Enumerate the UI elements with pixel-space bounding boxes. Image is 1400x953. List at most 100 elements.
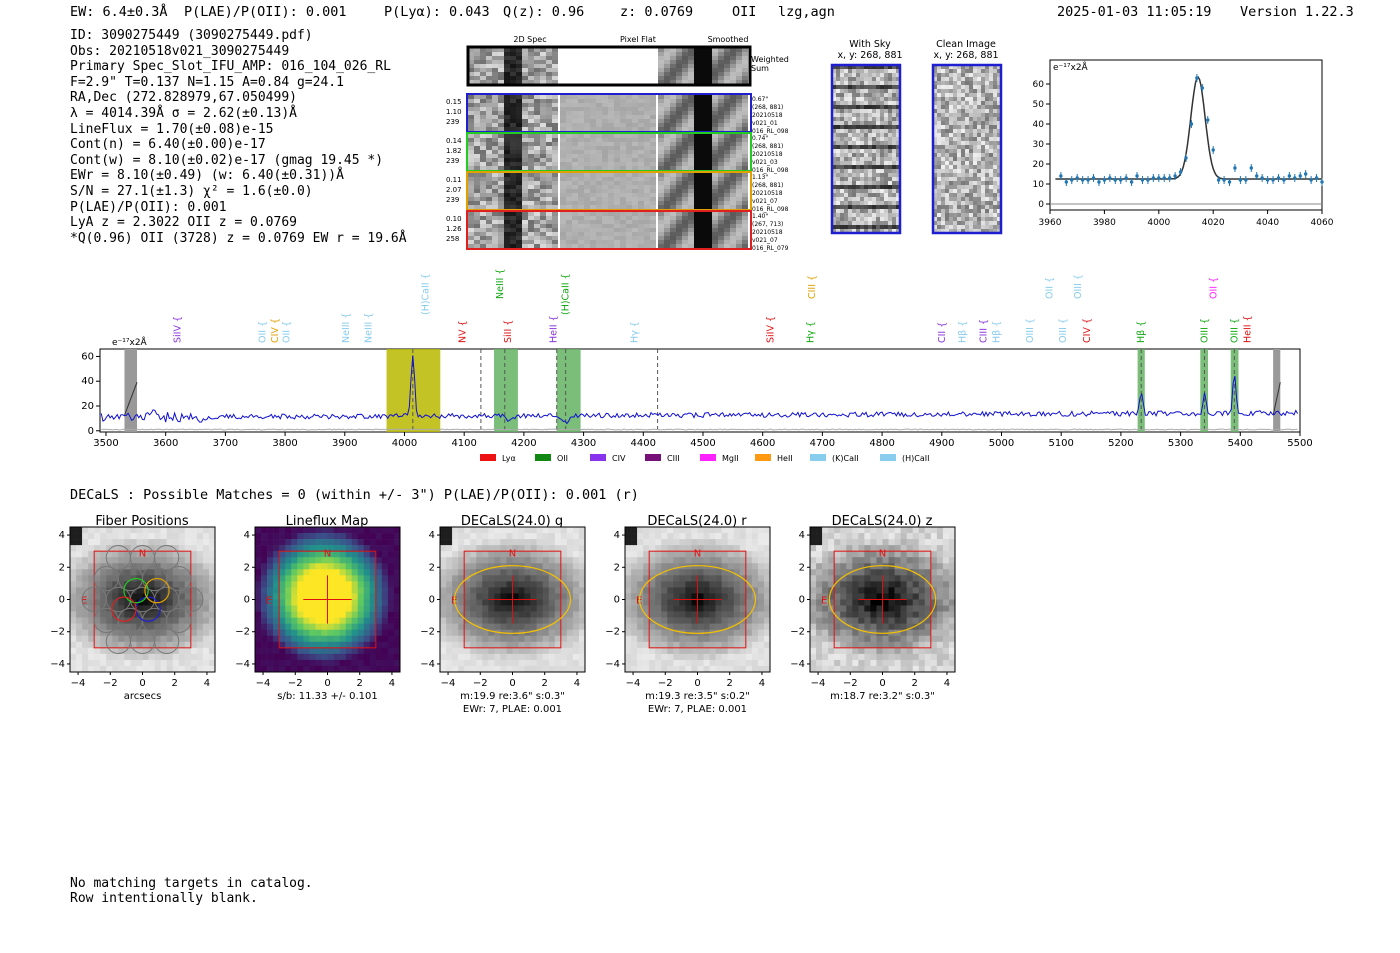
cutout-pixel: [504, 232, 510, 236]
sky-pixel: [884, 149, 888, 153]
panel-pixel: [202, 635, 210, 643]
sky-pixel: [884, 185, 888, 189]
sky-pixel: [872, 141, 876, 145]
cutout-pixel: [516, 95, 522, 99]
cutout-pixel: [566, 158, 572, 162]
sky-pixel: [949, 121, 953, 125]
sky-pixel: [832, 145, 836, 149]
cutout-pixel: [552, 240, 558, 244]
panel-pixel: [148, 641, 155, 649]
sky-pixel: [856, 101, 860, 105]
zoom-data-point: [1211, 148, 1215, 152]
cutout-pixel: [522, 197, 528, 201]
cutout-pixel: [650, 146, 656, 150]
sky-pixel: [997, 117, 1001, 121]
panel-pixel: [345, 653, 352, 661]
panel-pixel: [172, 593, 180, 600]
cutout-pixel: [608, 127, 614, 131]
cutout-pixel: [492, 134, 498, 138]
panel-pixel: [381, 563, 389, 570]
sky-pixel: [844, 93, 848, 97]
cutout-pixel: [578, 212, 584, 216]
cutout-pixel: [480, 150, 486, 154]
sky-pixel: [876, 173, 880, 177]
cutout-pixel: [694, 232, 700, 236]
cutout-pixel: [664, 123, 670, 127]
cutout-pixel: [688, 154, 694, 158]
cutout-pixel: [694, 134, 700, 138]
sky-pixel: [852, 157, 856, 161]
cutout-pixel: [736, 224, 742, 228]
panel-pixel: [339, 557, 346, 564]
cutout-pixel: [664, 154, 670, 158]
cutout-pixel: [504, 103, 510, 107]
cutout-pixel: [498, 99, 504, 103]
cutout-pixel: [650, 80, 656, 84]
cutout-pixel: [602, 205, 608, 209]
cutout-pixel: [682, 162, 688, 166]
cutout-pixel: [632, 99, 638, 103]
panel-pixel: [190, 623, 198, 631]
cutout-pixel: [534, 154, 540, 158]
cutout-pixel: [626, 99, 632, 103]
panel-pixel: [208, 557, 216, 564]
cutout-pixel: [638, 60, 644, 64]
cutout-pixel: [602, 185, 608, 189]
zoom-data-point: [1249, 166, 1253, 170]
cutout-pixel: [584, 177, 590, 181]
cutout-pixel: [468, 201, 474, 205]
cutout-pixel: [712, 205, 718, 209]
sky-pixel: [965, 93, 969, 97]
sky-pixel: [832, 225, 836, 229]
cutout-pixel: [590, 177, 596, 181]
panel-pixel: [339, 533, 346, 540]
panel-pixel: [309, 605, 316, 612]
panel-pixel: [208, 569, 216, 576]
sky-pixel: [937, 213, 941, 217]
sky-pixel: [896, 229, 900, 233]
cutout-pixel: [602, 146, 608, 150]
cutout-pixel: [620, 119, 626, 123]
cutout-pixel: [546, 127, 552, 131]
sky-pixel: [856, 69, 860, 73]
sky-pixel: [840, 173, 844, 177]
cutout-pixel: [700, 76, 706, 80]
cutout-pixel: [614, 224, 620, 228]
cutout-pixel: [602, 224, 608, 228]
sky-pixel: [989, 225, 993, 229]
cutout-pixel: [706, 181, 712, 185]
sky-pixel: [892, 137, 896, 141]
panel-xlabel: arcsecs: [124, 691, 162, 702]
cutout-pixel: [474, 76, 480, 80]
cutout-pixel: [492, 197, 498, 201]
cutout-pixel: [638, 48, 644, 52]
panel-pixel: [166, 599, 174, 606]
zoom-data-point: [1238, 178, 1243, 182]
sky-pixel: [965, 205, 969, 209]
cutout-pixel: [578, 197, 584, 201]
sky-pixel: [844, 165, 848, 169]
panel-pixel: [297, 647, 304, 655]
cutout-pixel: [552, 52, 558, 56]
sky-pixel: [888, 169, 892, 173]
sky-pixel: [997, 209, 1001, 213]
panel-pixel: [381, 533, 389, 540]
panel-pixel: [70, 545, 77, 552]
cutout-pixel: [650, 115, 656, 119]
panel-pixel: [112, 551, 119, 558]
cutout-pixel: [566, 123, 572, 127]
cutout-pixel: [682, 185, 688, 189]
panel-pixel: [148, 533, 155, 540]
sky-pixel: [836, 161, 840, 165]
sky-pixel: [856, 213, 860, 217]
panel-pixel: [118, 623, 125, 631]
cutout-pixel: [516, 205, 522, 209]
cutout-pixel: [528, 107, 534, 111]
cutout-pixel: [522, 189, 528, 193]
cutout-pixel: [644, 48, 650, 52]
cutout-pixel: [578, 111, 584, 115]
sky-pixel: [933, 221, 937, 225]
panel-pixel: [255, 641, 262, 649]
panel-pixel: [160, 641, 167, 649]
compass-e: E: [81, 596, 87, 607]
